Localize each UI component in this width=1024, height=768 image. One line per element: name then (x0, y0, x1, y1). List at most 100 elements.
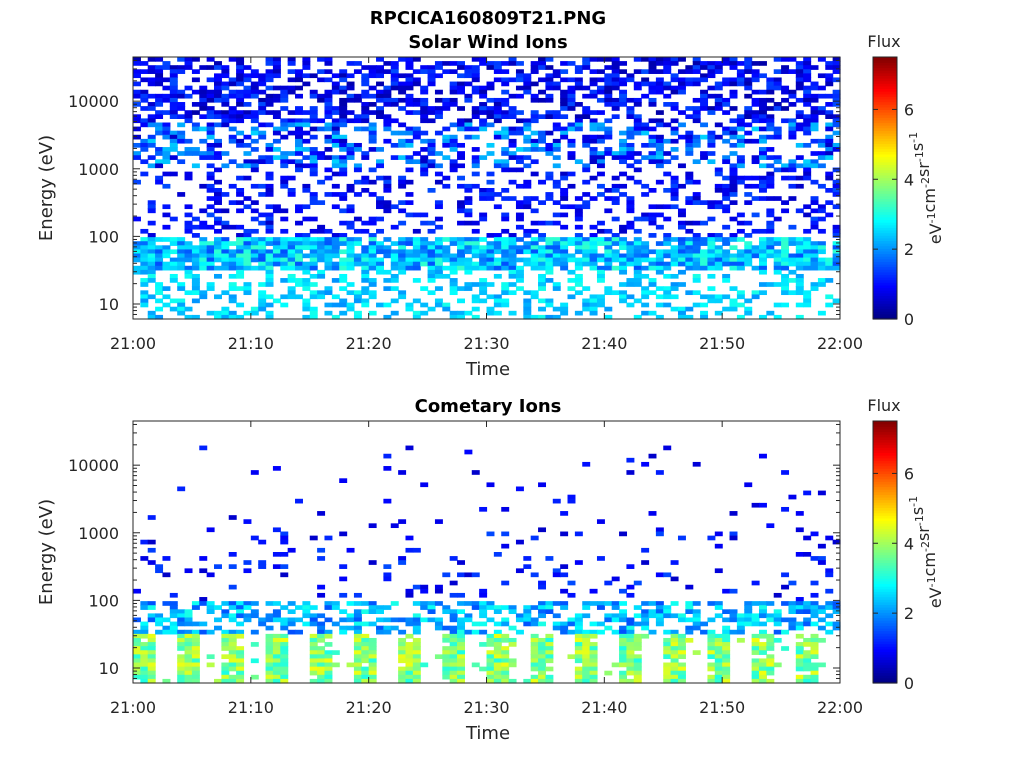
heatmap-cell (781, 253, 790, 259)
heatmap-cell (236, 61, 245, 66)
heatmap-cell (486, 294, 495, 300)
heatmap-cell (582, 65, 591, 70)
heatmap-cell (803, 658, 812, 664)
heatmap-cell (398, 629, 407, 635)
heatmap-cell (538, 61, 547, 66)
heatmap-cell (412, 159, 421, 165)
heatmap-cell (523, 155, 532, 160)
heatmap-cell (214, 110, 222, 115)
heatmap-cell (302, 613, 311, 619)
heatmap-cell (722, 192, 731, 197)
heatmap-cell (169, 298, 178, 304)
heatmap-cell (515, 69, 524, 74)
heatmap-cell (692, 261, 701, 267)
heatmap-cell (353, 126, 362, 132)
heatmap-cell (626, 77, 635, 83)
colorbar-step (873, 208, 897, 213)
heatmap-cell (655, 224, 664, 230)
heatmap-cell (766, 171, 775, 177)
heatmap-cell (670, 196, 679, 201)
heatmap-cell (530, 650, 539, 655)
heatmap-cell (339, 220, 348, 226)
heatmap-cell (729, 253, 738, 259)
heatmap-cell (434, 249, 443, 255)
heatmap-cell (722, 183, 731, 189)
heatmap-cell (162, 147, 171, 152)
heatmap-cell (538, 601, 547, 606)
heatmap-cell (258, 237, 267, 242)
heatmap-cell (493, 273, 502, 279)
heatmap-cell (560, 257, 569, 263)
heatmap-cell (265, 73, 274, 79)
heatmap-cell (331, 159, 340, 165)
colorbar-step (873, 441, 897, 446)
heatmap-cell (751, 674, 760, 680)
heatmap-cell (324, 617, 333, 623)
heatmap-cell (722, 57, 731, 62)
heatmap-cell (611, 175, 620, 181)
heatmap-cell (538, 179, 547, 185)
heatmap-cell (619, 609, 628, 614)
heatmap-cell (280, 642, 289, 647)
heatmap-cell (324, 261, 333, 267)
heatmap-cell (162, 61, 171, 66)
heatmap-cell (596, 110, 605, 115)
heatmap-cell (729, 151, 738, 156)
heatmap-cell (464, 212, 473, 218)
heatmap-cell (287, 290, 296, 296)
heatmap-cell (552, 179, 561, 185)
heatmap-cell (272, 552, 281, 557)
heatmap-cell (317, 179, 326, 185)
heatmap-cell (641, 294, 650, 300)
heatmap-cell (589, 118, 598, 124)
heatmap-cell (751, 126, 760, 132)
heatmap-cell (574, 290, 583, 296)
heatmap-cell (501, 212, 510, 218)
heatmap-cell (464, 65, 473, 70)
heatmap-cell (479, 298, 488, 304)
solar-wind-x-ticks: 21:00 21:10 21:20 21:30 21:40 21:50 22:00 (110, 57, 863, 353)
heatmap-cell (250, 163, 259, 169)
heatmap-cell (596, 192, 605, 197)
heatmap-cell (272, 237, 281, 242)
heatmap-cell (265, 646, 274, 651)
heatmap-cell (390, 69, 399, 74)
heatmap-cell (538, 650, 547, 655)
heatmap-cell (162, 302, 171, 308)
heatmap-cell (560, 134, 569, 140)
heatmap-cell (729, 261, 738, 267)
heatmap-cell (221, 253, 230, 259)
heatmap-cell (707, 650, 716, 655)
heatmap-cell (250, 126, 259, 132)
heatmap-cell (169, 85, 178, 91)
heatmap-cell (133, 155, 141, 160)
heatmap-cell (184, 110, 193, 115)
heatmap-cell (147, 678, 156, 684)
heatmap-cell (412, 674, 421, 680)
heatmap-cell (147, 249, 156, 255)
heatmap-cell (361, 646, 370, 651)
heatmap-cell (523, 228, 532, 234)
heatmap-cell (825, 171, 834, 177)
heatmap-cell (560, 97, 569, 103)
heatmap-cell (670, 282, 679, 287)
heatmap-cell (751, 89, 760, 95)
heatmap-cell (361, 93, 370, 99)
heatmap-cell (236, 662, 245, 668)
heatmap-cell (508, 265, 517, 271)
heatmap-cell (412, 228, 421, 234)
heatmap-cell (493, 69, 502, 74)
heatmap-cell (309, 237, 318, 242)
heatmap-cell (729, 609, 738, 614)
heatmap-cell (626, 650, 635, 655)
heatmap-cell (317, 245, 326, 250)
heatmap-cell (309, 155, 318, 160)
heatmap-cell (479, 257, 488, 263)
heatmap-cell (729, 617, 738, 623)
heatmap-cell (353, 678, 362, 684)
heatmap-cell (567, 269, 576, 275)
heatmap-cell (464, 261, 473, 267)
heatmap-cell (265, 625, 274, 631)
heatmap-cell (147, 310, 156, 316)
heatmap-cell (582, 633, 591, 639)
